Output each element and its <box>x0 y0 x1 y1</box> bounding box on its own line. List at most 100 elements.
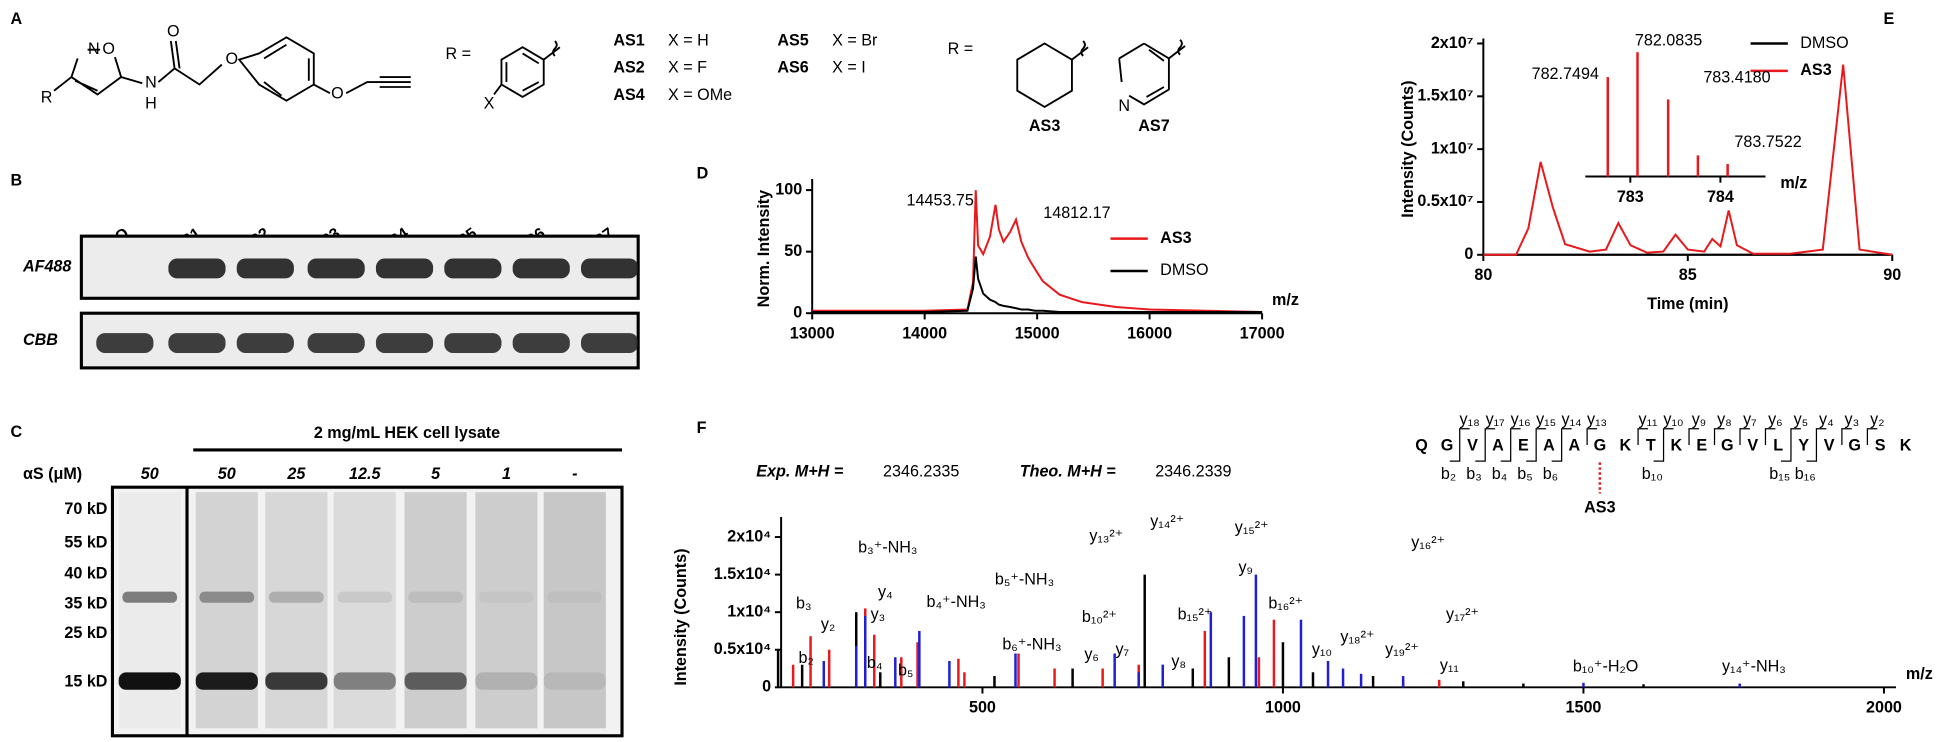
compound-name: AS3 <box>1029 117 1060 135</box>
gel-band <box>512 258 570 279</box>
b-ion: b₄ <box>1492 465 1508 483</box>
y-fragment-mark <box>1866 428 1878 445</box>
stick <box>1101 668 1104 688</box>
molecule <box>53 36 411 102</box>
stick <box>1359 673 1363 688</box>
y-ion: y₄ <box>1819 410 1834 428</box>
compound-name: AS6 <box>777 59 808 77</box>
stick <box>894 657 897 688</box>
gel-band <box>199 591 255 603</box>
ion-label: b₁₅²⁺ <box>1178 605 1213 623</box>
gel-smear <box>118 492 181 729</box>
gel-band <box>168 333 226 353</box>
x-axis-title: m/z <box>1780 174 1807 192</box>
x-tick-label: 17000 <box>1240 325 1285 343</box>
residue: V <box>1467 436 1478 454</box>
y-tick-label: 1.5x10⁷ <box>1417 87 1473 105</box>
y-ion: y₇ <box>1743 410 1757 428</box>
peak-annotation: 783.4180 <box>1703 69 1770 87</box>
ion-label: b₆⁺-NH₃ <box>1002 635 1061 653</box>
residue: E <box>1518 436 1529 454</box>
y-fragment-mark <box>1561 428 1572 445</box>
panel-label: B <box>11 172 23 190</box>
x-tick-label: 1500 <box>1565 699 1601 717</box>
atom-label: N <box>88 40 100 58</box>
y-ion: y₁₆ <box>1511 410 1531 428</box>
ion-label: y₇ <box>1115 640 1129 658</box>
stick <box>1191 668 1195 688</box>
y-ion: y₆ <box>1768 410 1783 428</box>
residue: A <box>1543 436 1555 454</box>
ion-label: b₄ <box>867 654 883 672</box>
y-fragment-mark <box>1739 428 1750 445</box>
stick <box>916 642 919 688</box>
series-line <box>1483 64 1893 256</box>
stick <box>809 636 812 688</box>
marker-label: 35 kD <box>64 594 107 612</box>
stick <box>1209 612 1213 688</box>
y-fragment-mark <box>1586 428 1598 445</box>
legend-label: AS3 <box>1800 61 1831 79</box>
y-ion: y₂ <box>1870 410 1884 428</box>
gel-band <box>404 672 467 690</box>
r-label: R = <box>446 45 472 63</box>
y-axis-title: Norm. Intensity <box>755 190 773 308</box>
stick <box>1203 630 1207 688</box>
b-ion: b₁₆ <box>1795 465 1816 483</box>
residue: V <box>1824 436 1835 454</box>
gel-band <box>408 591 463 603</box>
stick <box>776 649 780 688</box>
stick <box>1143 574 1146 688</box>
ion-label: b₅ <box>898 661 913 679</box>
stick <box>1437 679 1441 688</box>
stick <box>1738 683 1741 688</box>
ion-label: y₂ <box>821 615 835 633</box>
stick <box>963 672 966 688</box>
stick <box>1582 682 1585 688</box>
stick <box>1272 619 1276 688</box>
gel-band <box>543 672 606 690</box>
gel-smear <box>195 492 258 729</box>
y-axis-title: Intensity (Counts) <box>672 548 690 685</box>
x-axis-title: m/z <box>1906 665 1933 683</box>
y-fragment-mark <box>1713 428 1725 445</box>
gel-band <box>307 333 365 353</box>
y-tick-label: 100 <box>775 180 802 198</box>
stick <box>800 664 804 688</box>
atom-label: O <box>331 85 344 103</box>
ion-label: y₁₀ <box>1312 640 1332 658</box>
lane-label: 50 <box>218 465 236 483</box>
stick <box>918 630 921 688</box>
stick <box>1299 619 1303 688</box>
ion-label: y₁₄⁺-NH₃ <box>1722 658 1786 676</box>
y-axis-title: Intensity (Counts) <box>1399 81 1417 218</box>
b-ion: b₁₀ <box>1642 465 1663 483</box>
compound-name: AS5 <box>777 31 808 49</box>
compound-substituent: X = OMe <box>668 86 732 104</box>
stick <box>1257 657 1261 688</box>
y-tick-label: 2x10⁴ <box>727 527 771 545</box>
compound-name: AS7 <box>1138 117 1169 135</box>
stick <box>864 615 867 688</box>
mass-label: Exp. M+H = <box>756 463 844 481</box>
legend-label: DMSO <box>1800 34 1848 52</box>
stick <box>1281 642 1285 688</box>
x-tick-label: 85 <box>1679 266 1697 284</box>
gel-smear <box>333 492 396 729</box>
ion-label: b₅⁺-NH₃ <box>995 571 1054 589</box>
gel-smear <box>265 492 328 729</box>
residue: E <box>1696 436 1707 454</box>
y-tick-label: 0 <box>793 303 802 321</box>
y-ion: y₁₈ <box>1460 410 1480 428</box>
stick <box>1017 653 1020 688</box>
panel-label: C <box>11 423 23 441</box>
y-tick-label: 1.5x10⁴ <box>714 565 771 583</box>
ion-label: b₂ <box>799 649 814 667</box>
stick <box>1227 657 1231 688</box>
mass-label: Theo. M+H = <box>1020 463 1117 481</box>
y-ion: y₃ <box>1845 410 1860 428</box>
lane-label: 1 <box>502 465 511 483</box>
residue: V <box>1747 436 1758 454</box>
b-fragment-mark <box>1551 444 1563 462</box>
stick <box>879 672 882 688</box>
